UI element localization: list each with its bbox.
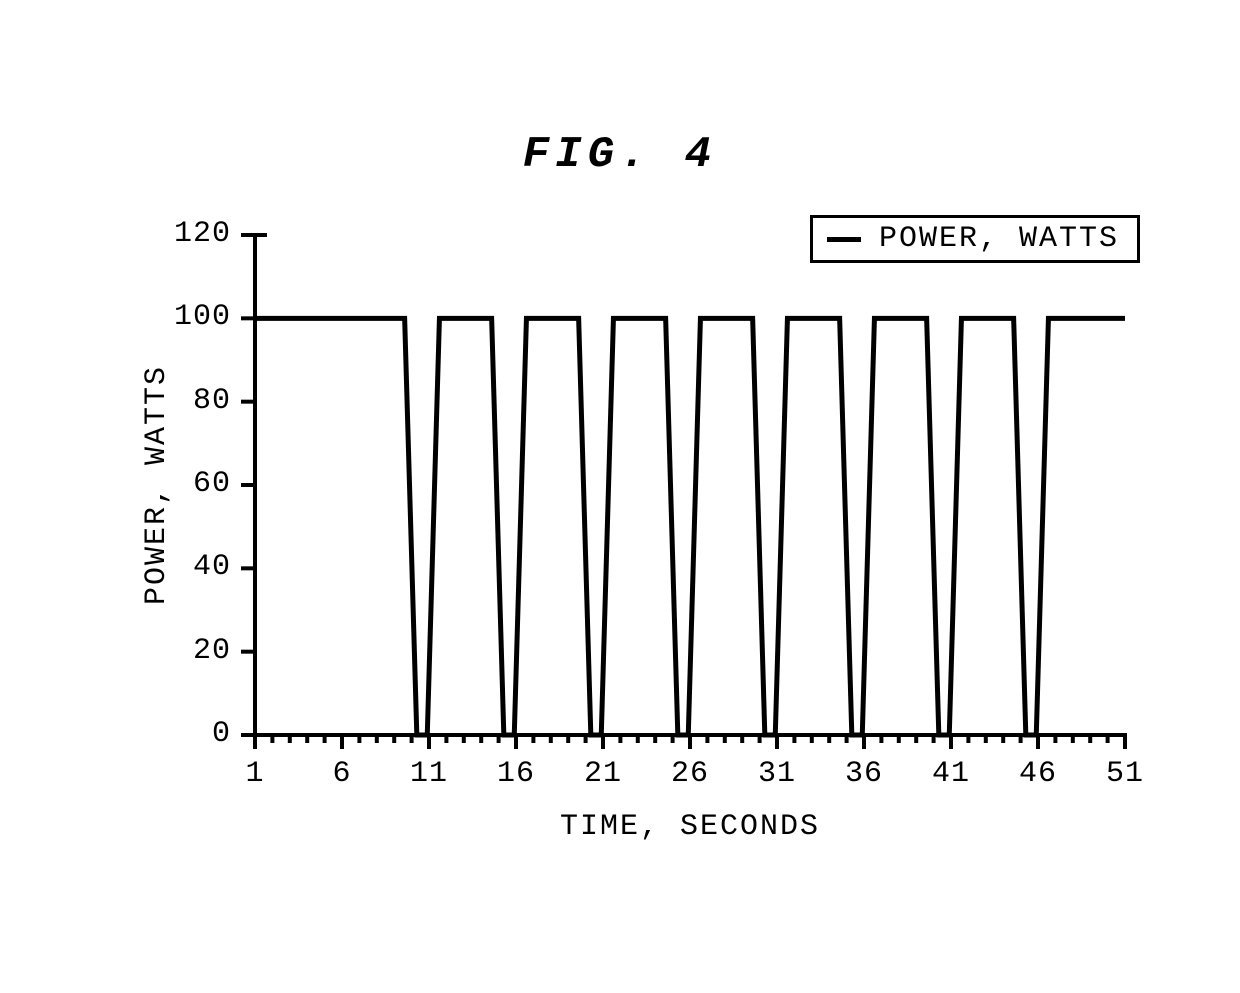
y-tick-label: 0 bbox=[166, 717, 231, 751]
x-tick-label: 36 bbox=[839, 757, 889, 791]
y-tick-label: 20 bbox=[166, 634, 231, 668]
x-tick-label: 21 bbox=[578, 757, 628, 791]
x-tick-label: 46 bbox=[1013, 757, 1063, 791]
x-tick-label: 26 bbox=[665, 757, 715, 791]
x-tick-label: 41 bbox=[926, 757, 976, 791]
y-tick-label: 100 bbox=[166, 300, 231, 334]
x-tick-label: 6 bbox=[317, 757, 367, 791]
x-tick-label: 31 bbox=[752, 757, 802, 791]
x-tick-label: 51 bbox=[1100, 757, 1150, 791]
y-tick-label: 80 bbox=[166, 384, 231, 418]
y-tick-label: 40 bbox=[166, 550, 231, 584]
y-tick-label: 120 bbox=[166, 217, 231, 251]
y-tick-label: 60 bbox=[166, 467, 231, 501]
x-tick-label: 1 bbox=[230, 757, 280, 791]
x-tick-label: 11 bbox=[404, 757, 454, 791]
x-tick-label: 16 bbox=[491, 757, 541, 791]
